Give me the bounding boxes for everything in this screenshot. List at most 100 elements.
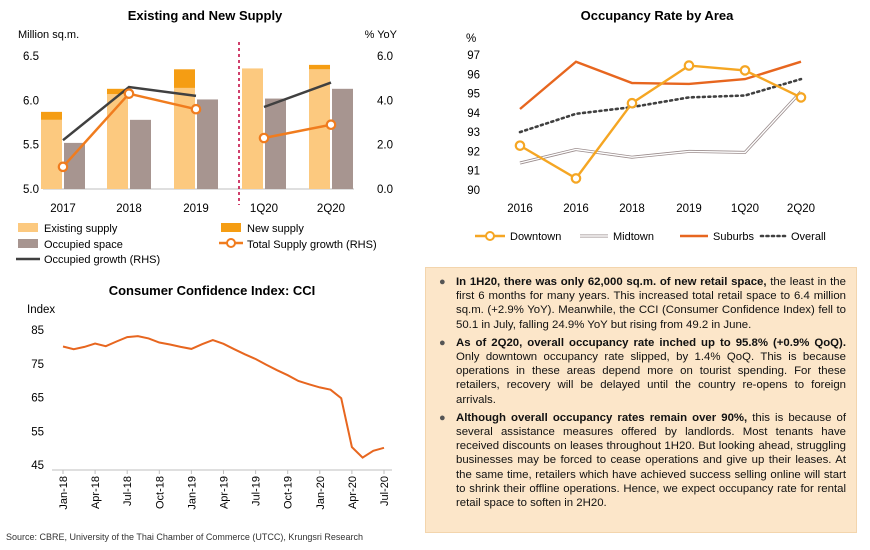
point-downtown bbox=[514, 140, 526, 151]
line-downtown bbox=[519, 64, 802, 180]
bullet-icon: ● bbox=[439, 276, 446, 288]
left-axis-label: Million sq.m. bbox=[18, 29, 79, 41]
y-tick: 55 bbox=[31, 426, 44, 438]
y-tick-left: 5.5 bbox=[23, 140, 39, 152]
point-total-supply-growth bbox=[57, 161, 69, 173]
point-downtown bbox=[739, 65, 751, 76]
x-tick: 2018 bbox=[619, 203, 645, 215]
legend-label-existing-supply: Existing supply bbox=[44, 223, 118, 235]
x-tick: Jul-20 bbox=[379, 476, 391, 506]
y-tick-left: 6.0 bbox=[23, 95, 39, 107]
legend-label-overall: Overall bbox=[791, 231, 826, 243]
line-overall bbox=[518, 77, 803, 134]
point-total-supply-growth bbox=[258, 132, 270, 144]
x-tick: 2018 bbox=[116, 203, 142, 215]
x-tick: 2Q20 bbox=[787, 203, 815, 215]
y-tick: 93 bbox=[467, 127, 480, 139]
bar-occupied-space bbox=[265, 98, 286, 189]
commentary-item-2: ● As of 2Q20, overall occupancy rate inch… bbox=[436, 336, 846, 407]
bar-existing-supply bbox=[309, 69, 330, 189]
y-tick: 95 bbox=[467, 89, 480, 101]
x-tick: 2016 bbox=[563, 203, 589, 215]
x-tick: Jul-18 bbox=[122, 476, 134, 506]
commentary-item-3-bold: Although overall occupancy rates remain … bbox=[456, 411, 748, 424]
x-tick: Oct-18 bbox=[154, 476, 166, 509]
y-tick-right: 0.0 bbox=[377, 184, 393, 196]
bar-existing-supply bbox=[242, 68, 263, 189]
chart-title: Consumer Confidence Index: CCI bbox=[109, 283, 316, 298]
x-tick: Apr-18 bbox=[90, 476, 102, 509]
bar-existing-supply bbox=[41, 119, 62, 189]
x-tick: 2019 bbox=[183, 203, 209, 215]
chart-title: Occupancy Rate by Area bbox=[581, 8, 734, 23]
legend-swatch-existing-supply bbox=[18, 223, 38, 232]
chart-title: Existing and New Supply bbox=[128, 8, 283, 23]
commentary-item-1-text: the least in the first 6 months for many… bbox=[456, 276, 846, 331]
y-axis-label: Index bbox=[27, 304, 55, 316]
commentary-item-1: ● In 1H20, there was only 62,000 sq.m. of… bbox=[436, 275, 846, 332]
legend-label-total-supply-growth: Total Supply growth (RHS) bbox=[247, 239, 377, 251]
x-tick: Jan-18 bbox=[58, 476, 70, 510]
legend-label-midtown: Midtown bbox=[613, 231, 654, 243]
y-tick: 90 bbox=[467, 185, 480, 197]
bar-existing-supply bbox=[107, 94, 128, 189]
line-midtown bbox=[519, 91, 802, 164]
point-total-supply-growth bbox=[325, 119, 337, 131]
y-axis-label: % bbox=[466, 33, 476, 45]
legend-marker-downtown bbox=[485, 231, 495, 241]
y-tick: 75 bbox=[31, 359, 44, 371]
y-tick-left: 5.0 bbox=[23, 184, 39, 196]
point-downtown bbox=[570, 173, 582, 184]
bar-new-supply bbox=[107, 88, 128, 95]
bullet-icon: ● bbox=[439, 336, 446, 349]
point-downtown bbox=[795, 92, 807, 103]
bar-occupied-space bbox=[197, 99, 218, 189]
y-tick-right: 6.0 bbox=[377, 51, 393, 63]
line-cci bbox=[62, 335, 385, 459]
bar-occupied-space bbox=[130, 119, 151, 189]
legend-label-new-supply: New supply bbox=[247, 223, 304, 235]
x-tick: Jan-20 bbox=[315, 476, 327, 510]
bar-new-supply bbox=[41, 111, 62, 120]
point-downtown bbox=[626, 97, 638, 109]
y-tick: 45 bbox=[31, 460, 44, 472]
y-tick: 92 bbox=[467, 146, 480, 158]
bullet-icon: ● bbox=[439, 411, 446, 424]
x-tick: 1Q20 bbox=[731, 203, 759, 215]
commentary-item-3: ● Although overall occupancy rates remain… bbox=[436, 411, 846, 510]
y-tick: 85 bbox=[31, 325, 44, 337]
x-tick: 2017 bbox=[50, 203, 76, 215]
point-total-supply-growth bbox=[190, 103, 202, 115]
x-tick: 1Q20 bbox=[250, 203, 278, 215]
bar-existing-supply bbox=[174, 87, 195, 189]
legend-marker-total-supply-growth bbox=[226, 238, 236, 248]
x-tick: Apr-20 bbox=[347, 476, 359, 509]
source-note: Source: CBRE, University of the Thai Cha… bbox=[6, 532, 363, 542]
legend-label-suburbs: Suburbs bbox=[713, 231, 754, 243]
bar-new-supply bbox=[174, 69, 195, 88]
line-occupied-growth-2017-2019 bbox=[62, 85, 197, 142]
right-axis-label: % YoY bbox=[365, 29, 398, 41]
legend-swatch-new-supply bbox=[221, 223, 241, 232]
line-total-supply-growth-2020 bbox=[263, 123, 332, 140]
y-tick: 97 bbox=[467, 50, 480, 62]
y-tick: 94 bbox=[467, 108, 480, 120]
commentary-box: ● In 1H20, there was only 62,000 sq.m. of… bbox=[425, 267, 857, 533]
y-tick: 96 bbox=[467, 69, 480, 81]
y-tick-right: 2.0 bbox=[377, 140, 393, 152]
bar-new-supply bbox=[309, 64, 330, 70]
legend-label-occupied-space: Occupied space bbox=[44, 239, 123, 251]
point-total-supply-growth bbox=[123, 88, 135, 99]
x-tick: Oct-19 bbox=[283, 476, 295, 509]
x-tick: 2016 bbox=[507, 203, 533, 215]
x-tick: Jul-19 bbox=[251, 476, 263, 506]
x-tick: Apr-19 bbox=[219, 476, 231, 509]
y-tick: 91 bbox=[467, 166, 480, 178]
legend-label-occupied-growth: Occupied growth (RHS) bbox=[44, 254, 160, 266]
legend-swatch-occupied-space bbox=[18, 239, 38, 248]
line-occupied-growth-2020 bbox=[263, 81, 332, 109]
bar-occupied-space bbox=[64, 142, 85, 189]
x-tick: 2Q20 bbox=[317, 203, 345, 215]
commentary-item-2-text: Only downtown occupancy rate slipped, by… bbox=[456, 351, 846, 406]
